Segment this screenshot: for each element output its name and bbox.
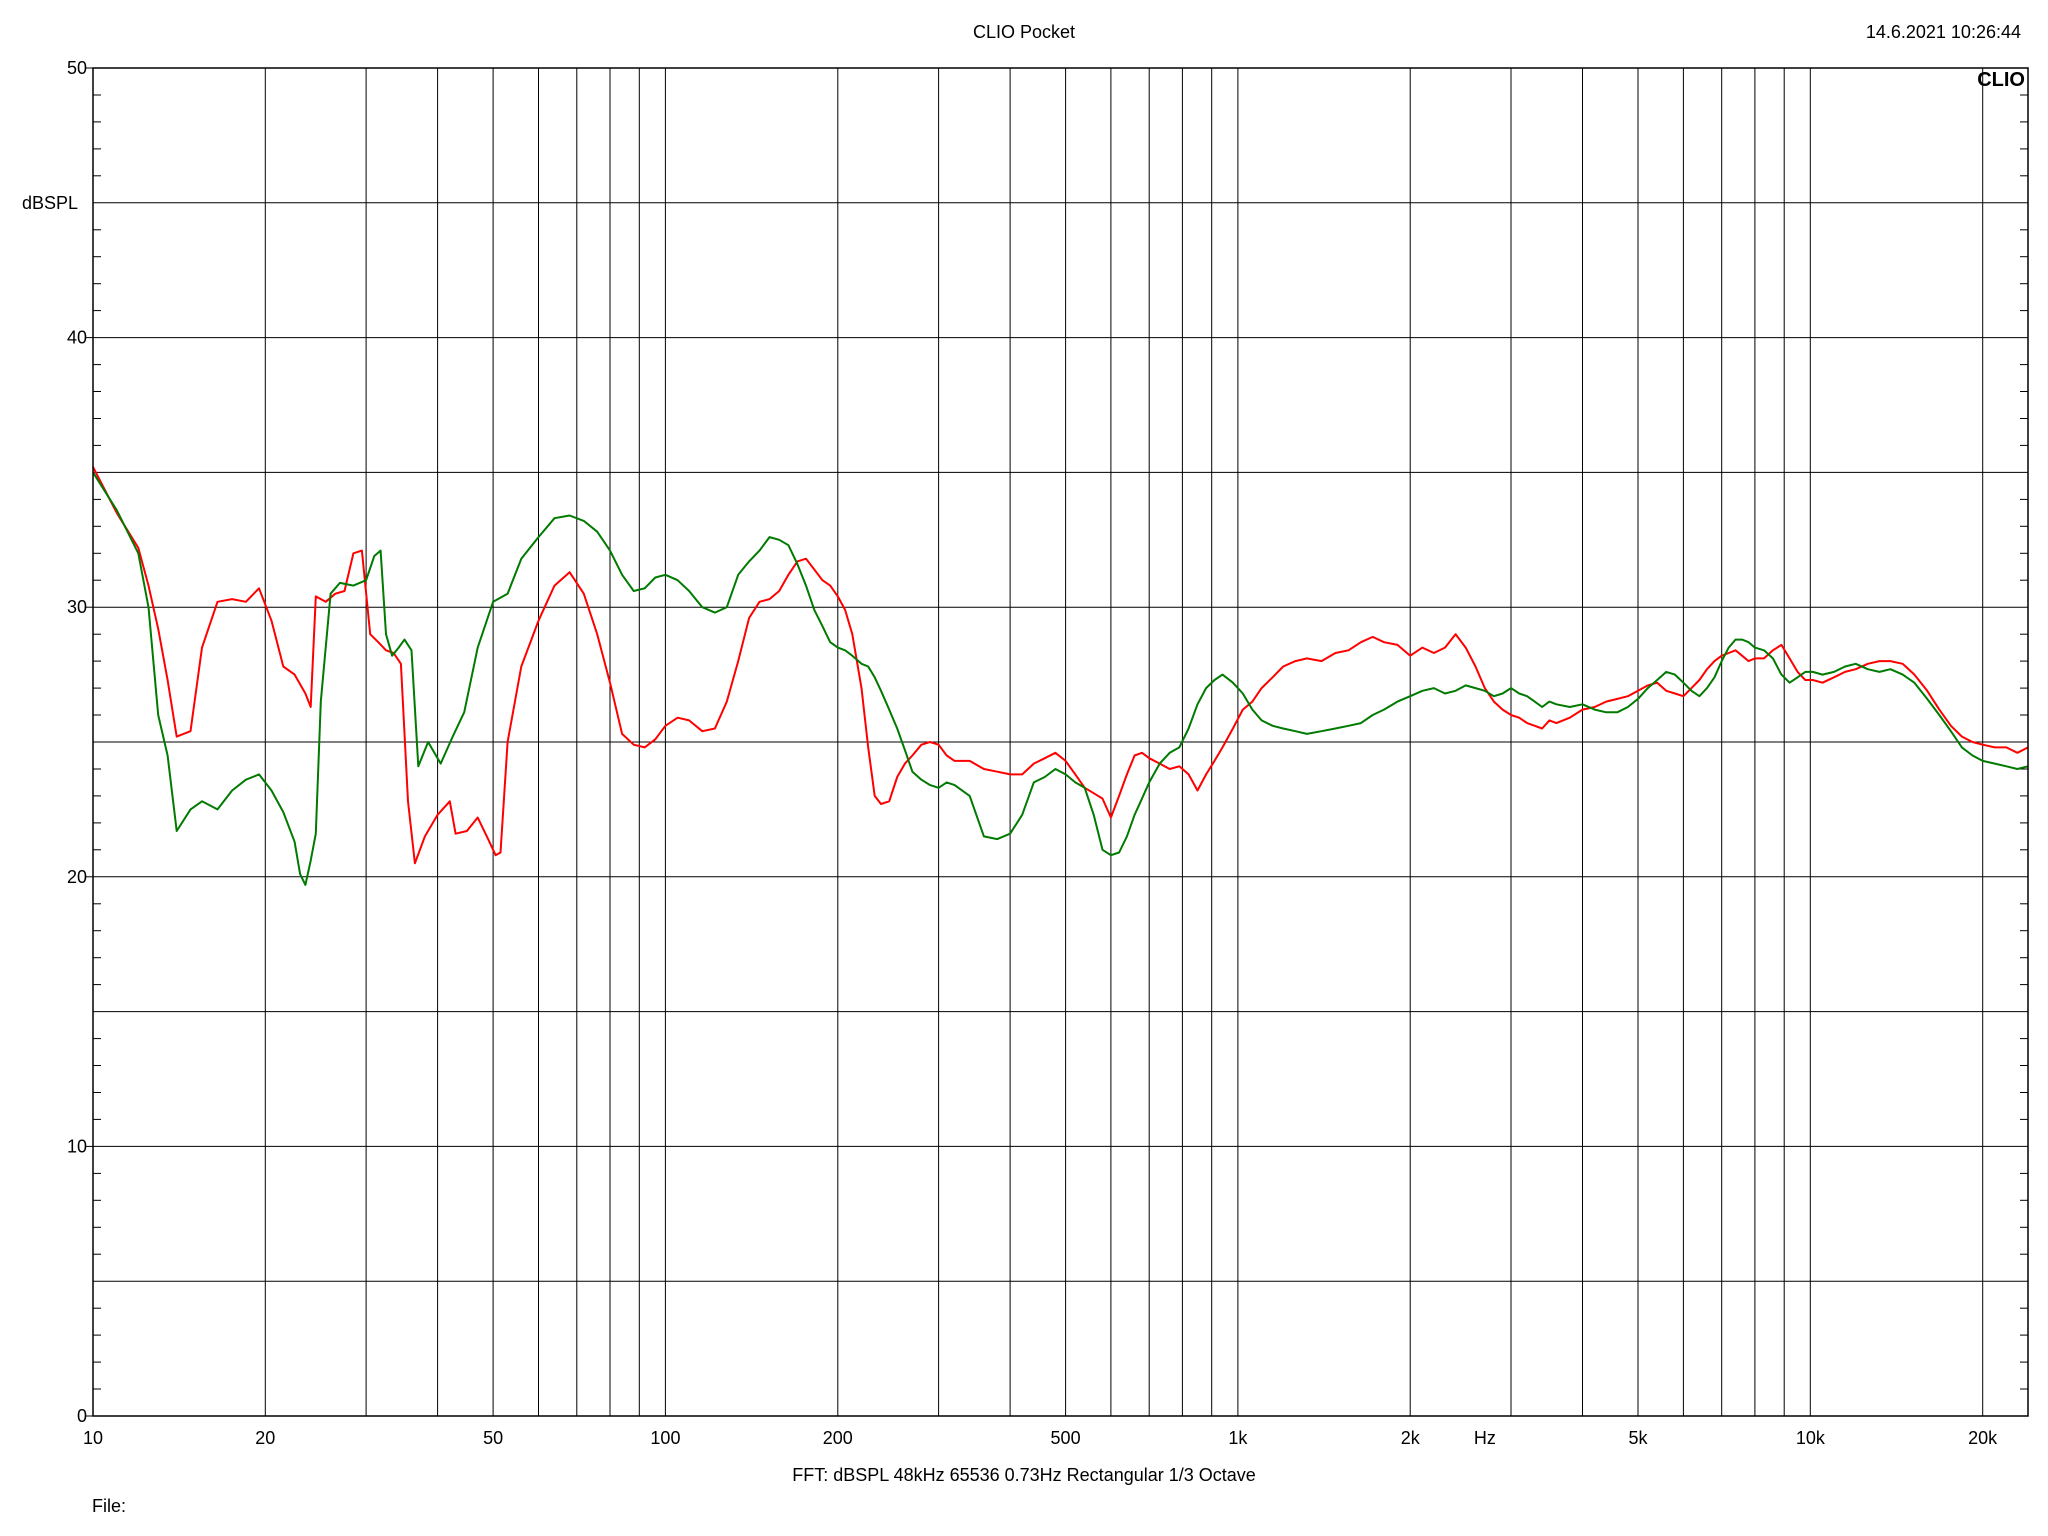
series-line-red	[92, 466, 2029, 865]
x-tick-label: 2k	[1401, 1428, 1421, 1448]
x-tick-label: 50	[483, 1428, 503, 1448]
y-axis-label: dBSPL	[22, 193, 78, 213]
x-tick-label: 200	[823, 1428, 853, 1448]
file-label: File:	[92, 1496, 127, 1516]
x-tick-label: 5k	[1629, 1428, 1649, 1448]
timestamp: 14.6.2021 10:26:44	[1865, 22, 2021, 42]
x-tick-label: 10	[83, 1428, 103, 1448]
clio-brand-label: CLIO	[1977, 69, 2025, 91]
fft-settings: FFT: dBSPL 48kHz 65536 0.73Hz Rectangula…	[792, 1465, 1256, 1485]
chart-title: CLIO Pocket	[972, 22, 1076, 42]
series-line-green	[92, 471, 2029, 886]
x-tick-label: 100	[650, 1428, 680, 1448]
y-tick-label: 40	[67, 328, 87, 348]
y-tick-label: 20	[67, 867, 87, 887]
x-tick-label: 20k	[1968, 1428, 1998, 1448]
x-tick-label: 1k	[1228, 1428, 1248, 1448]
x-tick-label: 500	[1051, 1428, 1081, 1448]
y-tick-label: 30	[67, 597, 87, 617]
grid	[85, 67, 2028, 1417]
plot-frame	[92, 67, 2029, 1417]
x-tick-label: 20	[255, 1428, 275, 1448]
x-tick-label: 10k	[1796, 1428, 1826, 1448]
y-tick-label: 10	[67, 1136, 87, 1156]
series-layer	[92, 466, 2029, 886]
y-tick-label: 0	[77, 1406, 87, 1426]
y-tick-label: 50	[67, 58, 87, 78]
x-axis-label: Hz	[1474, 1428, 1496, 1448]
